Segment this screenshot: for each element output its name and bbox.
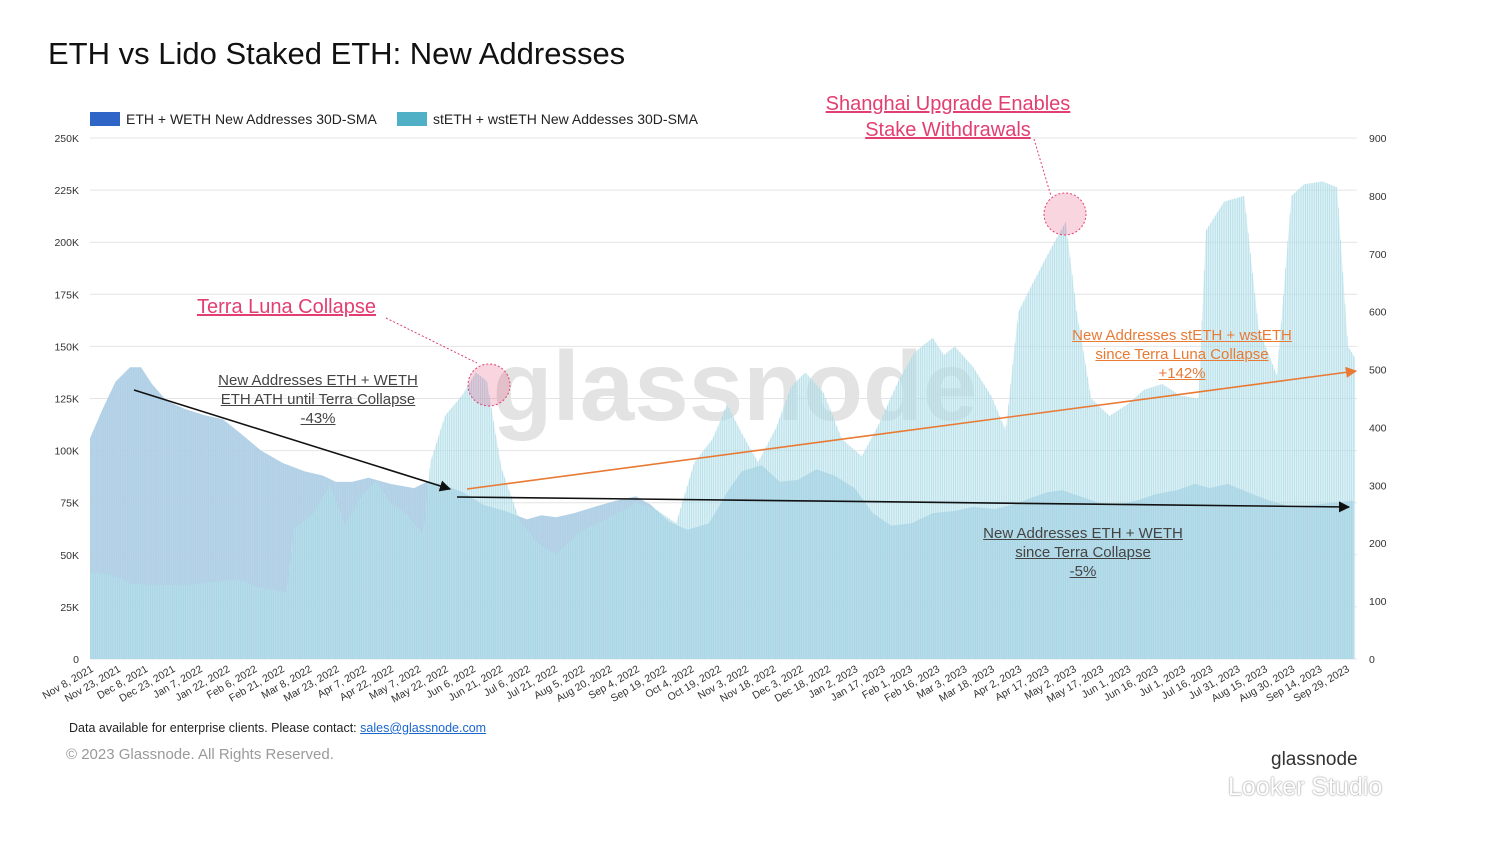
highlight-circle-shanghai	[1043, 192, 1087, 236]
y-left-tick-label: 175K	[54, 289, 79, 301]
leader-terra	[385, 317, 478, 364]
y-left-tick-label: 75K	[60, 498, 79, 510]
annotation-eth-since: New Addresses ETH + WETH since Terra Col…	[963, 524, 1203, 581]
y-right-tick-label: 900	[1369, 133, 1387, 145]
footer-note-text: Data available for enterprise clients. P…	[69, 721, 361, 735]
y-left-tick-label: 100K	[54, 446, 79, 458]
y-left-tick-label: 250K	[54, 133, 79, 145]
y-right-tick-label: 600	[1369, 307, 1387, 319]
annotation-shanghai-line2: Stake Withdrawals	[865, 119, 1031, 141]
series-bars-steth	[90, 181, 1355, 659]
annotation-steth-since-line1: New Addresses stETH + wstETH	[1072, 327, 1292, 344]
annotation-eth-since-line2: since Terra Collapse	[1015, 544, 1151, 561]
y-left-tick-label: 25K	[60, 602, 79, 614]
y-right-tick-label: 0	[1369, 654, 1375, 666]
annotation-steth-since-line2: since Terra Luna Collapse	[1095, 346, 1269, 363]
footer-note: Data available for enterprise clients. P…	[69, 721, 486, 735]
annotation-eth-ath: New Addresses ETH + WETH ETH ATH until T…	[198, 371, 438, 428]
y-left-tick-label: 150K	[54, 341, 79, 353]
annotation-terra-luna: Terra Luna Collapse	[197, 296, 376, 318]
annotation-eth-ath-line1: New Addresses ETH + WETH	[218, 372, 418, 389]
annotation-eth-ath-line2: ETH ATH until Terra Collapse	[220, 391, 416, 408]
y-right-tick-label: 300	[1369, 480, 1387, 492]
arrow-eth-ath-trend	[133, 389, 452, 492]
annotation-shanghai-line1: Shanghai Upgrade Enables	[825, 93, 1071, 115]
legend-item-steth[interactable]: stETH + wstETH New Addesses 30D-SMA	[397, 111, 698, 127]
legend-label-steth: stETH + wstETH New Addesses 30D-SMA	[433, 111, 698, 127]
tool-name: Looker Studio	[1228, 773, 1383, 801]
legend-swatch-eth	[90, 112, 120, 126]
annotation-eth-since-value: -5%	[1069, 563, 1097, 580]
legend-swatch-steth	[397, 112, 427, 126]
y-right-tick-label: 100	[1369, 596, 1387, 608]
legend-item-eth[interactable]: ETH + WETH New Addresses 30D-SMA	[90, 111, 377, 127]
annotation-eth-since-line1: New Addresses ETH + WETH	[983, 525, 1183, 542]
y-left-tick-label: 200K	[54, 237, 79, 249]
brand-name: glassnode	[1271, 749, 1358, 770]
annotation-steth-since-value: +142%	[1158, 365, 1206, 382]
copyright: © 2023 Glassnode. All Rights Reserved.	[66, 746, 334, 763]
annotation-steth-since: New Addresses stETH + wstETH since Terra…	[1052, 326, 1312, 383]
y-left-tick-label: 125K	[54, 394, 79, 406]
arrow-eth-since-trend	[456, 496, 1351, 513]
y-right-tick-label: 400	[1369, 422, 1387, 434]
y-right-tick-label: 200	[1369, 538, 1387, 550]
page-title: ETH vs Lido Staked ETH: New Addresses	[48, 36, 626, 71]
y-left-tick-label: 0	[73, 654, 79, 666]
contact-email-link[interactable]: sales@glassnode.com	[360, 721, 487, 735]
legend-label-eth: ETH + WETH New Addresses 30D-SMA	[126, 111, 377, 127]
annotation-eth-ath-value: -43%	[300, 410, 336, 427]
y-right-tick-label: 500	[1369, 365, 1387, 377]
y-right-tick-label: 800	[1369, 191, 1387, 203]
y-left-tick-label: 225K	[54, 185, 79, 197]
leader-shanghai	[1033, 138, 1052, 197]
arrow-steth-since-trend	[466, 366, 1358, 490]
y-left-tick-label: 50K	[60, 550, 79, 562]
annotation-shanghai: Shanghai Upgrade Enables Stake Withdrawa…	[818, 91, 1078, 143]
y-right-tick-label: 700	[1369, 249, 1387, 261]
highlight-circle-terra	[467, 363, 511, 407]
